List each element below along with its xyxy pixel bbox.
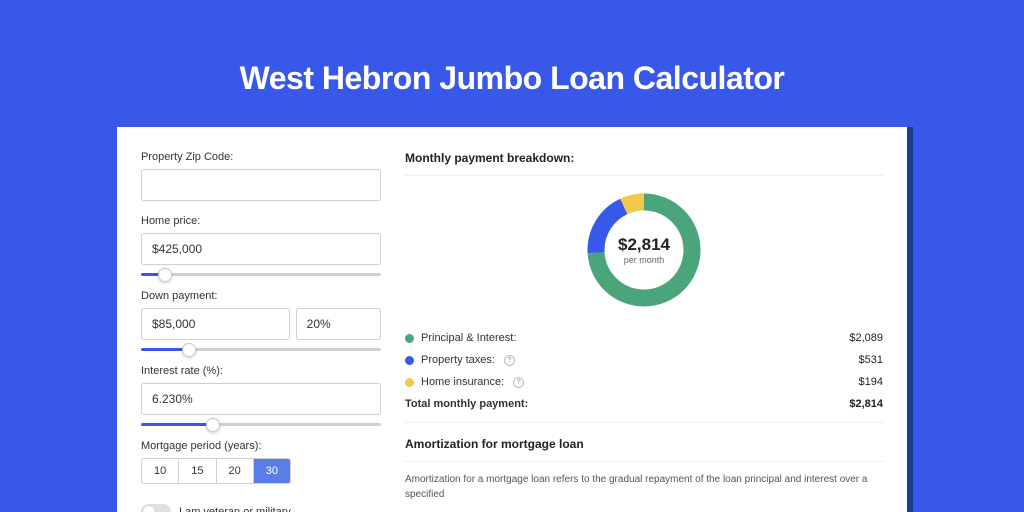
down-payment-amount-input[interactable] xyxy=(141,308,290,340)
zip-code-field: Property Zip Code: xyxy=(141,151,381,201)
home-price-label: Home price: xyxy=(141,215,381,227)
legend-left-principal: Principal & Interest: xyxy=(405,332,516,344)
calculator-card: Property Zip Code: Home price: Down paym… xyxy=(117,127,907,512)
amortization-heading: Amortization for mortgage loan xyxy=(405,437,883,462)
home-price-input[interactable] xyxy=(141,233,381,265)
legend-left-taxes: Property taxes: ? xyxy=(405,354,515,366)
home-price-slider[interactable] xyxy=(141,273,381,276)
interest-rate-slider-thumb[interactable] xyxy=(206,418,220,432)
donut-amount: $2,814 xyxy=(618,235,670,255)
home-price-field: Home price: xyxy=(141,215,381,276)
down-payment-percent-input[interactable] xyxy=(296,308,381,340)
interest-rate-input[interactable] xyxy=(141,383,381,415)
down-payment-slider[interactable] xyxy=(141,348,381,351)
zip-code-input[interactable] xyxy=(141,169,381,201)
legend-value-principal: $2,089 xyxy=(849,332,883,344)
period-btn-10[interactable]: 10 xyxy=(142,459,179,483)
legend-row-principal: Principal & Interest: $2,089 xyxy=(405,332,883,344)
info-icon-taxes[interactable]: ? xyxy=(504,355,515,366)
donut-subtext: per month xyxy=(618,255,670,265)
mortgage-period-buttons: 10 15 20 30 xyxy=(141,458,291,484)
legend-label-total: Total monthly payment: xyxy=(405,398,528,410)
veteran-toggle-label: I am veteran or military xyxy=(179,506,291,512)
zip-code-label: Property Zip Code: xyxy=(141,151,381,163)
veteran-toggle-row: I am veteran or military xyxy=(141,504,381,512)
donut-chart: $2,814 per month xyxy=(584,190,704,310)
legend-dot-taxes xyxy=(405,356,414,365)
mortgage-period-field: Mortgage period (years): 10 15 20 30 xyxy=(141,440,381,484)
legend-value-taxes: $531 xyxy=(859,354,883,366)
home-price-slider-thumb[interactable] xyxy=(158,268,172,282)
veteran-toggle-knob xyxy=(143,506,155,512)
legend-dot-principal xyxy=(405,334,414,343)
period-btn-30[interactable]: 30 xyxy=(254,459,290,483)
interest-rate-slider-fill xyxy=(141,423,213,426)
breakdown-heading: Monthly payment breakdown: xyxy=(405,151,883,176)
page-title: West Hebron Jumbo Loan Calculator xyxy=(240,60,785,97)
donut-container: $2,814 per month xyxy=(405,176,883,324)
period-btn-20[interactable]: 20 xyxy=(217,459,254,483)
legend-list: Principal & Interest: $2,089 Property ta… xyxy=(405,324,883,423)
legend-label-taxes: Property taxes: xyxy=(421,354,495,366)
down-payment-label: Down payment: xyxy=(141,290,381,302)
amortization-text: Amortization for a mortgage loan refers … xyxy=(405,472,883,502)
legend-left-insurance: Home insurance: ? xyxy=(405,376,524,388)
down-payment-inputs xyxy=(141,308,381,340)
down-payment-slider-thumb[interactable] xyxy=(182,343,196,357)
interest-rate-field: Interest rate (%): xyxy=(141,365,381,426)
legend-label-principal: Principal & Interest: xyxy=(421,332,516,344)
legend-row-taxes: Property taxes: ? $531 xyxy=(405,354,883,366)
interest-rate-slider[interactable] xyxy=(141,423,381,426)
legend-dot-insurance xyxy=(405,378,414,387)
legend-row-insurance: Home insurance: ? $194 xyxy=(405,376,883,388)
legend-value-insurance: $194 xyxy=(859,376,883,388)
down-payment-field: Down payment: xyxy=(141,290,381,351)
donut-center: $2,814 per month xyxy=(618,235,670,265)
page-wrapper: West Hebron Jumbo Loan Calculator Proper… xyxy=(0,0,1024,512)
legend-left-total: Total monthly payment: xyxy=(405,398,528,410)
period-btn-15[interactable]: 15 xyxy=(179,459,216,483)
info-icon-insurance[interactable]: ? xyxy=(513,377,524,388)
veteran-toggle[interactable] xyxy=(141,504,171,512)
form-panel: Property Zip Code: Home price: Down paym… xyxy=(141,151,381,488)
interest-rate-label: Interest rate (%): xyxy=(141,365,381,377)
legend-value-total: $2,814 xyxy=(849,398,883,410)
legend-row-total: Total monthly payment: $2,814 xyxy=(405,398,883,410)
legend-label-insurance: Home insurance: xyxy=(421,376,504,388)
breakdown-panel: Monthly payment breakdown: $2,814 per mo… xyxy=(405,151,883,488)
mortgage-period-label: Mortgage period (years): xyxy=(141,440,381,452)
amortization-section: Amortization for mortgage loan Amortizat… xyxy=(405,423,883,502)
